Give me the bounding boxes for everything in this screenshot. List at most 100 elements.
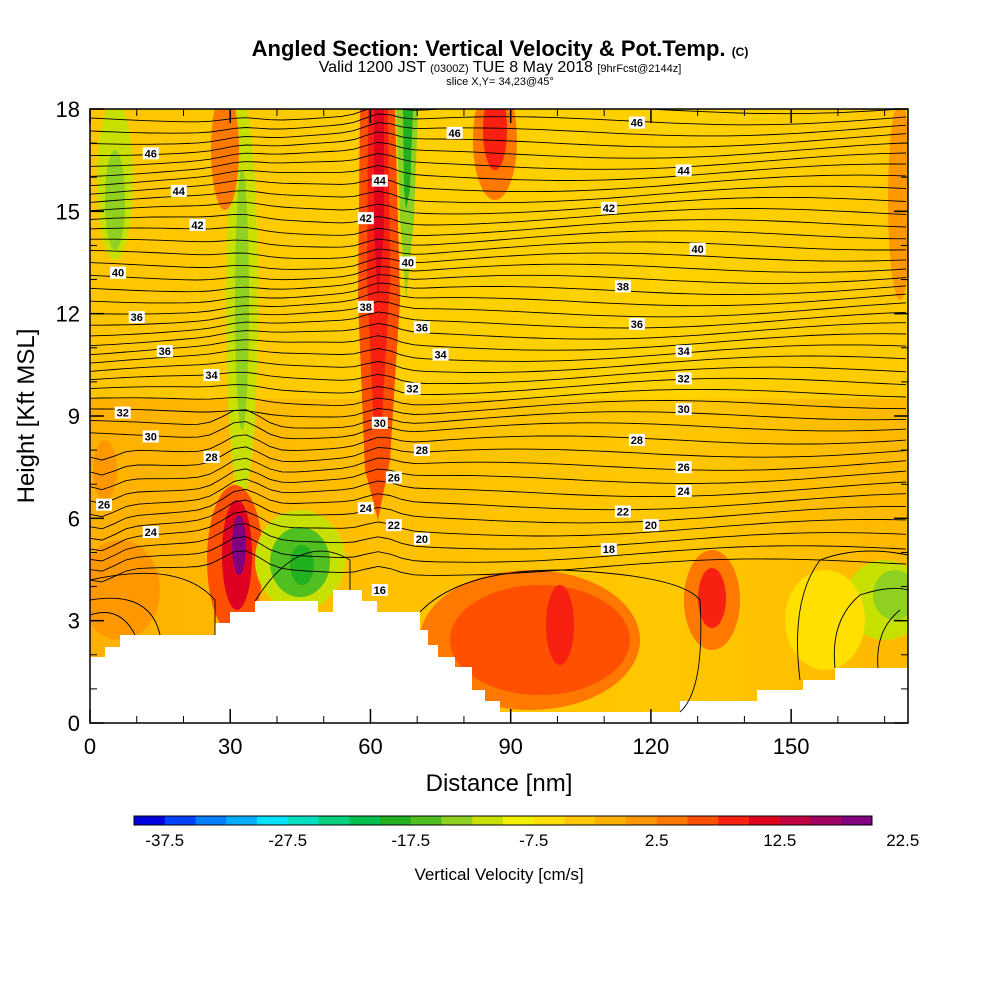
field-yellow-patch [580, 109, 660, 320]
isentrope-line [90, 263, 907, 281]
contour-label-box [203, 450, 220, 463]
isentrope-line [90, 122, 907, 145]
isentrope-line [90, 510, 907, 552]
colorbar-swatch [410, 816, 442, 825]
colorbar-tick-labels: -37.5 -27.5 -17.5 -7.5 2.5 12.5 22.5 [145, 831, 919, 850]
terrain-mask [90, 590, 908, 723]
isentrope-line [90, 131, 907, 156]
isentrope-line [90, 468, 907, 505]
x-tick-label: 120 [633, 734, 670, 759]
isentrope-line [90, 550, 907, 583]
contour-label-box [675, 345, 692, 358]
contour-label-box [142, 430, 159, 443]
y-tick-label: 0 [68, 711, 80, 736]
contour-label: 36 [131, 312, 143, 324]
colorbar-swatch [503, 816, 535, 825]
contour-label: 44 [374, 176, 387, 188]
contour-label-box [399, 256, 416, 269]
x-tick-label: 0 [84, 734, 96, 759]
isentrope-line [90, 478, 907, 518]
contour-label: 22 [617, 507, 629, 519]
isentrope-line [90, 241, 907, 259]
colorbar-swatch [380, 816, 412, 825]
field-red-133-core [698, 568, 726, 628]
contour-label-box [371, 416, 388, 429]
colorbar-swatch [533, 816, 565, 825]
contour-label: 44 [173, 186, 186, 198]
isentrope-line [90, 488, 907, 530]
isentrope-line [90, 163, 907, 187]
contour-label-box [142, 525, 159, 538]
contour-label: 44 [678, 165, 691, 177]
contour-label-box [675, 403, 692, 416]
isentrope-line [90, 274, 907, 293]
field-low-right-core [873, 570, 908, 620]
contour-label: 36 [631, 319, 643, 331]
field-updraft-30-core [232, 515, 246, 575]
contour-low-3 [90, 612, 136, 636]
contour-label-box [203, 369, 220, 382]
contour-label: 42 [603, 203, 615, 215]
contour-label: 16 [374, 585, 386, 597]
y-tick-labels: 0 3 6 9 12 15 18 [56, 97, 80, 736]
colorbar-swatch [257, 816, 289, 825]
contour-label: 46 [631, 118, 643, 130]
colorbar-swatch [472, 816, 504, 825]
isentrope-line [90, 113, 907, 134]
contour-label-box [675, 372, 692, 385]
contour-label: 28 [205, 452, 217, 464]
contour-label-box [128, 311, 145, 324]
x-tick-labels: 0 30 60 90 120 150 [84, 734, 810, 759]
contour-label-box [675, 485, 692, 498]
isentrope-line [90, 185, 907, 204]
contour-label: 32 [678, 373, 690, 385]
isentrope-line [90, 311, 907, 337]
contour-low-4 [254, 550, 351, 602]
colorbar-swatch [749, 816, 781, 825]
isentrope-line [90, 536, 907, 572]
x-tick-label: 90 [498, 734, 522, 759]
field-column-30-core [235, 170, 249, 430]
contour-label: 24 [145, 527, 158, 539]
contour-label-box [189, 218, 206, 231]
contour-label-box [156, 345, 173, 358]
contour-label-box [371, 583, 388, 596]
colorbar-tick-label: -37.5 [145, 831, 184, 850]
contour-label: 34 [678, 346, 691, 358]
contour-label-box [413, 444, 430, 457]
contour-low-1 [90, 572, 216, 635]
isentrope-line [90, 141, 907, 167]
contour-label: 24 [678, 486, 691, 498]
y-tick-label: 15 [56, 199, 80, 224]
x-tick-label: 150 [773, 734, 810, 759]
colorbar-swatch [841, 816, 873, 825]
contour-label: 32 [406, 384, 418, 396]
colorbar-label: Vertical Velocity [cm/s] [414, 865, 583, 884]
isentrope-line [90, 377, 907, 396]
isentrope-line [90, 366, 907, 385]
isentrope-line [90, 446, 907, 476]
contour-low-5 [419, 569, 702, 713]
contour-label: 22 [388, 520, 400, 532]
contour-label: 28 [416, 445, 428, 457]
isentrope-line [90, 523, 907, 562]
chart-title: Angled Section: Vertical Velocity & Pot.… [0, 36, 1000, 62]
isentrope-line [90, 282, 907, 304]
contour-label-box [628, 433, 645, 446]
isentrope-line [90, 421, 907, 440]
contour-label: 38 [617, 281, 629, 293]
isentrope-line [90, 499, 906, 541]
contour-label: 32 [117, 408, 129, 420]
contour-label-box [446, 126, 463, 139]
contour-label-box [628, 317, 645, 330]
contour-label: 34 [205, 370, 218, 382]
colorbar-swatch [779, 816, 811, 825]
y-tick-label: 9 [68, 404, 80, 429]
contour-label: 26 [388, 472, 400, 484]
colorbar-swatch [441, 816, 473, 825]
contour-label: 36 [416, 322, 428, 334]
axis-ticks [89, 108, 908, 724]
contour-low-6 [797, 550, 908, 681]
isentrope-line [90, 152, 907, 177]
